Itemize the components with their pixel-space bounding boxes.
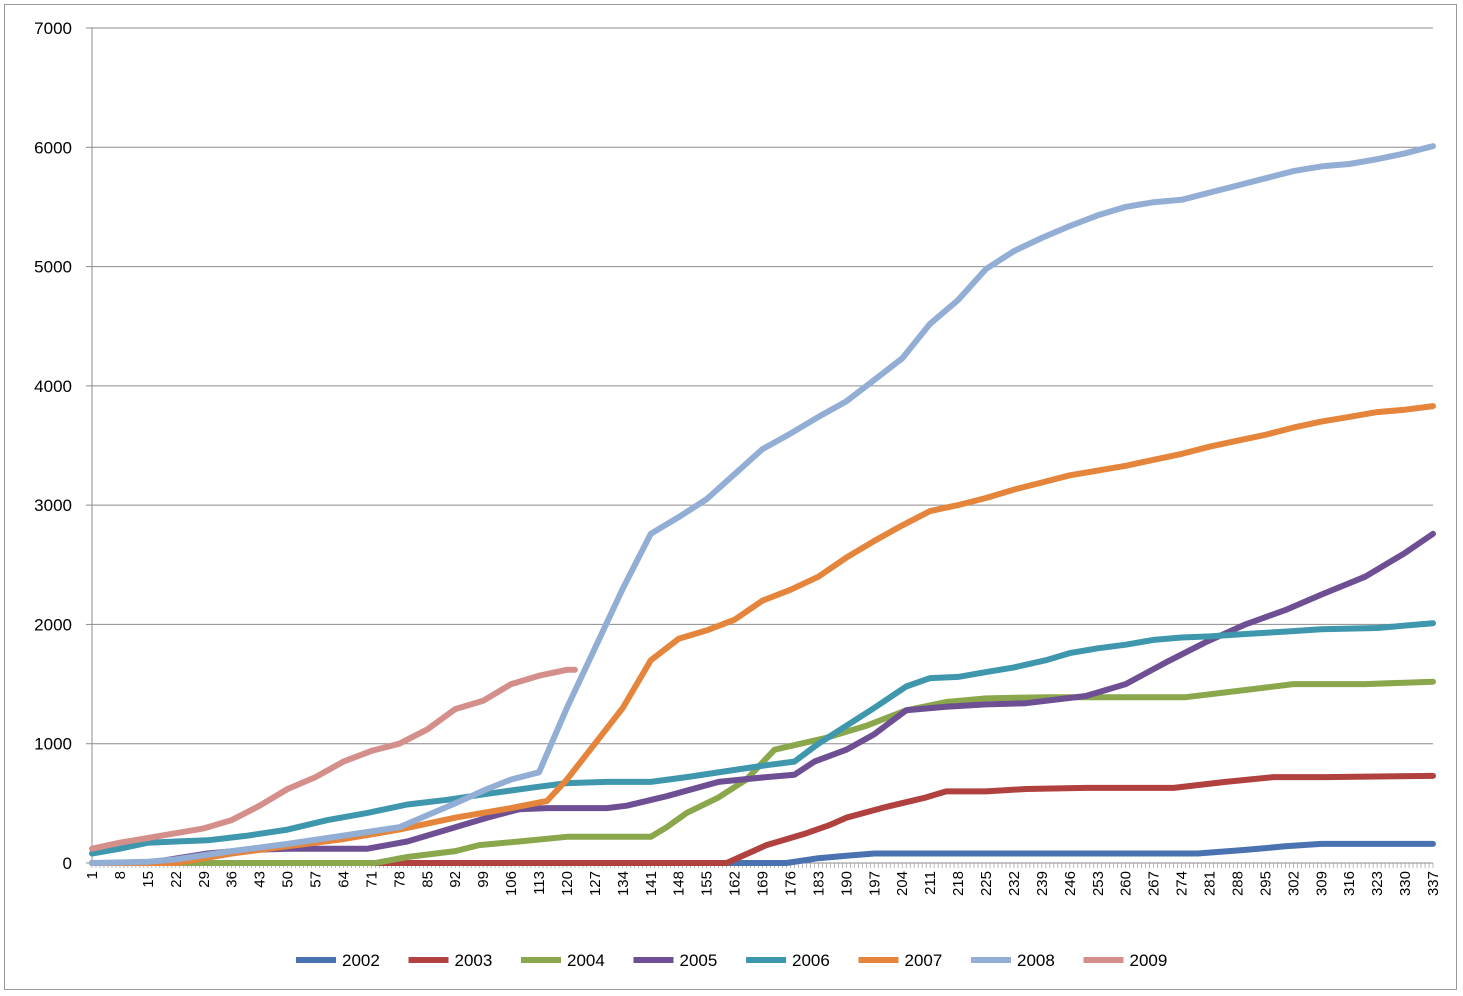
legend-label-2004: 2004 xyxy=(567,951,605,970)
x-tick-label: 204 xyxy=(894,871,911,896)
x-tick-label: 71 xyxy=(363,871,380,888)
x-tick-label: 267 xyxy=(1146,871,1163,896)
series-line-2007 xyxy=(89,403,1436,866)
x-tick-label: 274 xyxy=(1174,871,1191,896)
series-line-2005 xyxy=(89,530,1436,866)
legend-label-2008: 2008 xyxy=(1017,951,1055,970)
x-tick-label: 148 xyxy=(671,871,688,896)
series-line-2006 xyxy=(89,620,1436,857)
x-tick-label: 92 xyxy=(447,871,464,888)
x-tick-label: 218 xyxy=(950,871,967,896)
legend-label-2003: 2003 xyxy=(455,951,493,970)
y-tick-label: 6000 xyxy=(34,138,72,157)
x-tick-label: 190 xyxy=(838,871,855,896)
x-tick-label: 281 xyxy=(1202,871,1219,896)
gridlines xyxy=(92,27,1433,745)
x-tick-label: 309 xyxy=(1313,871,1330,896)
series-line-2003 xyxy=(89,772,1436,866)
x-tick-label: 183 xyxy=(810,871,827,896)
legend-label-2002: 2002 xyxy=(342,951,380,970)
x-tick-label: 1 xyxy=(84,871,101,879)
x-tick-label: 302 xyxy=(1285,871,1302,896)
x-tick-label: 127 xyxy=(587,871,604,896)
y-tick-label: 3000 xyxy=(34,496,72,515)
x-tick-label: 99 xyxy=(475,871,492,888)
y-tick-label: 2000 xyxy=(34,615,72,634)
legend-label-2007: 2007 xyxy=(905,951,943,970)
legend: 2002 2003 2004 2005 2006 2007 2008 2009 xyxy=(296,951,1167,970)
x-tick-label: 253 xyxy=(1090,871,1107,896)
y-tick-label: 4000 xyxy=(34,377,72,396)
x-tick-label: 337 xyxy=(1425,871,1442,896)
chart-frame xyxy=(4,4,1457,990)
axes: 0 1000 2000 3000 4000 5000 6000 7000 1 8 15 22 29 36 4… xyxy=(34,19,1442,896)
x-tick-label: 176 xyxy=(782,871,799,896)
x-tick-label: 288 xyxy=(1229,871,1246,896)
x-tick-label: 260 xyxy=(1118,871,1135,896)
x-tick-label: 155 xyxy=(699,871,716,896)
x-tick-label: 330 xyxy=(1397,871,1414,896)
series-line-2004 xyxy=(89,678,1436,866)
x-tick-label: 29 xyxy=(196,871,213,888)
legend-label-2009: 2009 xyxy=(1130,951,1168,970)
x-tick-label: 225 xyxy=(978,871,995,896)
x-tick-label: 211 xyxy=(922,871,939,895)
y-tick-label: 5000 xyxy=(34,258,72,277)
x-tick-label: 8 xyxy=(112,871,129,879)
x-tick-label: 197 xyxy=(866,871,883,896)
y-tick-label: 7000 xyxy=(34,19,72,38)
y-tick-label: 1000 xyxy=(34,735,72,754)
x-tick-label: 141 xyxy=(643,871,660,896)
x-tick-label: 120 xyxy=(559,871,576,896)
x-tick-label: 323 xyxy=(1369,871,1386,896)
legend-label-2005: 2005 xyxy=(680,951,718,970)
x-tick-label: 106 xyxy=(503,871,520,896)
x-tick-label: 239 xyxy=(1034,871,1051,896)
x-tick-label: 22 xyxy=(168,871,185,888)
x-tick-label: 246 xyxy=(1062,871,1079,896)
x-tick-label: 43 xyxy=(252,871,269,888)
x-tick-label: 162 xyxy=(727,871,744,896)
x-tick-label: 295 xyxy=(1257,871,1274,896)
x-tick-label: 36 xyxy=(224,871,241,888)
x-tick-label: 57 xyxy=(308,871,325,888)
series-line-2008 xyxy=(89,143,1436,866)
x-tick-label: 50 xyxy=(280,871,297,888)
x-tick-label: 316 xyxy=(1341,871,1358,896)
series-line-2002 xyxy=(89,840,1436,866)
legend-label-2006: 2006 xyxy=(792,951,830,970)
x-tick-label: 64 xyxy=(335,871,352,888)
x-tick-label: 232 xyxy=(1006,871,1023,896)
y-tick-label: 0 xyxy=(63,854,72,873)
x-tick-label: 85 xyxy=(419,871,436,888)
x-tick-label: 134 xyxy=(615,871,632,896)
x-tick-label: 78 xyxy=(391,871,408,888)
series-line-2009 xyxy=(89,666,578,852)
x-tick-label: 169 xyxy=(755,871,772,896)
series-lines xyxy=(89,143,1436,866)
x-tick-label: 113 xyxy=(531,871,548,895)
x-tick-label: 15 xyxy=(140,871,157,888)
